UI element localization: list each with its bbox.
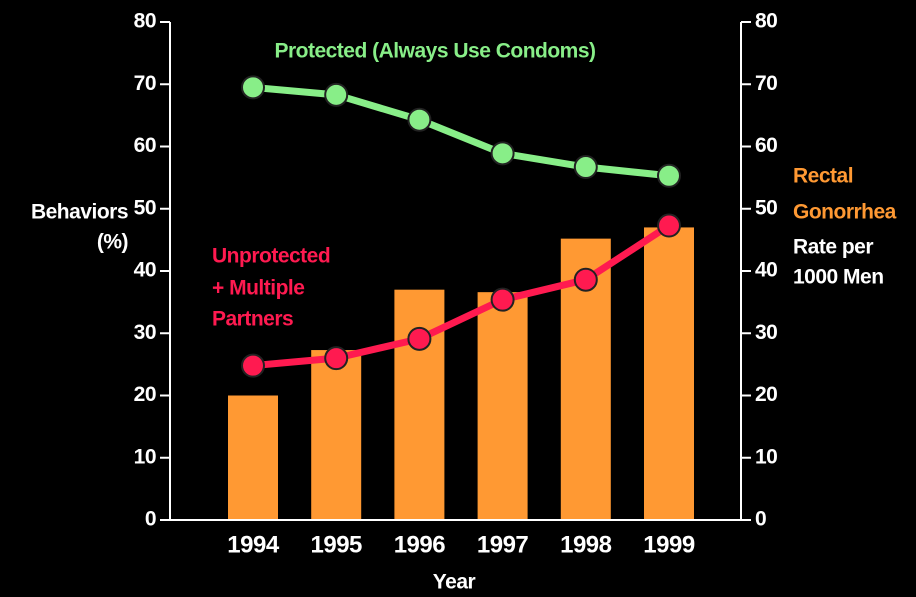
x-tick-label: 1998 (560, 531, 612, 558)
point (490, 287, 515, 312)
line (252, 222, 671, 370)
y-tick-label: 70 (134, 72, 156, 95)
y-tick-label: 80 (134, 10, 156, 33)
bar (644, 227, 694, 521)
y-tick-label: 20 (134, 383, 156, 406)
point (407, 326, 432, 351)
point (324, 82, 349, 107)
annotation: Unprotected (212, 245, 330, 268)
y2-tick-label: 0 (755, 508, 766, 531)
bar (477, 292, 528, 520)
point (490, 141, 515, 166)
y2-tick-label: 20 (755, 383, 777, 406)
x-axis-label: Year (433, 571, 476, 594)
x-tick-label: 1995 (311, 531, 363, 558)
line (252, 83, 670, 180)
x-tick-label: 1999 (643, 531, 695, 558)
bars (228, 227, 694, 521)
y-tick-label: 60 (134, 134, 156, 157)
y2-tick-label: 40 (755, 259, 777, 282)
x-tick-label: 1996 (394, 531, 446, 558)
point (573, 155, 598, 180)
y2-tick-label: 50 (755, 196, 777, 219)
bar (228, 395, 278, 520)
point (657, 163, 681, 188)
y2-tick-label: 70 (755, 72, 777, 95)
point (657, 213, 681, 238)
y2-axis-label: Rectal (793, 165, 853, 188)
point (324, 346, 349, 371)
point (573, 267, 598, 292)
y2-axis-label: Rate per (793, 236, 873, 259)
chart-title: Protected (Always Use Condoms) (274, 40, 595, 63)
annotation: + Multiple (212, 277, 304, 300)
point (241, 75, 265, 100)
x-tick-label: 1997 (477, 531, 529, 558)
y2-tick-label: 60 (755, 134, 777, 157)
y2-tick-label: 80 (755, 10, 777, 33)
lines (241, 75, 681, 378)
y-axis-label: Behaviors (31, 201, 128, 224)
annotation: Partners (212, 308, 293, 331)
point (407, 107, 432, 132)
y-tick-label: 40 (134, 259, 156, 282)
y-tick-label: 0 (145, 508, 156, 531)
point (241, 353, 265, 378)
bar (394, 289, 445, 520)
y2-tick-label: 30 (755, 321, 777, 344)
y-tick-label: 50 (134, 196, 156, 219)
y2-axis-label: 1000 Men (793, 266, 884, 289)
y2-axis-label: Gonorrhea (793, 201, 897, 224)
y-axis-label: (%) (97, 231, 128, 254)
y2-tick-label: 10 (755, 445, 777, 468)
x-tick-label: 1994 (227, 531, 280, 558)
bar (311, 350, 362, 520)
y-tick-label: 30 (134, 321, 156, 344)
y-tick-label: 10 (134, 445, 156, 468)
